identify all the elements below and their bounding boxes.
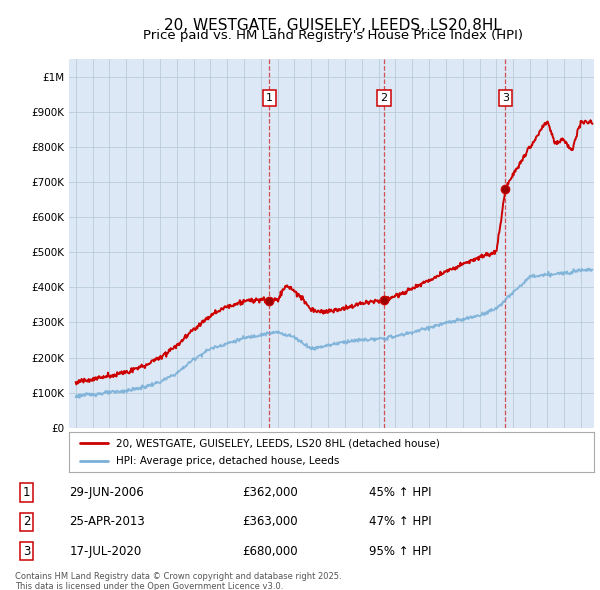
Text: Price paid vs. HM Land Registry's House Price Index (HPI): Price paid vs. HM Land Registry's House … bbox=[143, 30, 523, 42]
Text: £363,000: £363,000 bbox=[242, 515, 298, 529]
Text: 29-JUN-2006: 29-JUN-2006 bbox=[70, 486, 145, 499]
Text: £362,000: £362,000 bbox=[242, 486, 298, 499]
Text: 47% ↑ HPI: 47% ↑ HPI bbox=[369, 515, 432, 529]
Text: 17-JUL-2020: 17-JUL-2020 bbox=[70, 545, 142, 558]
Text: Contains HM Land Registry data © Crown copyright and database right 2025.: Contains HM Land Registry data © Crown c… bbox=[15, 572, 341, 581]
Text: 45% ↑ HPI: 45% ↑ HPI bbox=[369, 486, 431, 499]
Text: 25-APR-2013: 25-APR-2013 bbox=[70, 515, 145, 529]
Text: 20, WESTGATE, GUISELEY, LEEDS, LS20 8HL: 20, WESTGATE, GUISELEY, LEEDS, LS20 8HL bbox=[164, 18, 502, 32]
Text: 3: 3 bbox=[23, 545, 30, 558]
Text: 95% ↑ HPI: 95% ↑ HPI bbox=[369, 545, 431, 558]
Text: 3: 3 bbox=[502, 93, 509, 103]
Text: 2: 2 bbox=[380, 93, 388, 103]
Text: 20, WESTGATE, GUISELEY, LEEDS, LS20 8HL (detached house): 20, WESTGATE, GUISELEY, LEEDS, LS20 8HL … bbox=[116, 438, 440, 448]
Text: 1: 1 bbox=[23, 486, 30, 499]
Text: 2: 2 bbox=[23, 515, 30, 529]
Text: 1: 1 bbox=[266, 93, 273, 103]
Text: £680,000: £680,000 bbox=[242, 545, 298, 558]
Text: HPI: Average price, detached house, Leeds: HPI: Average price, detached house, Leed… bbox=[116, 455, 340, 466]
Text: This data is licensed under the Open Government Licence v3.0.: This data is licensed under the Open Gov… bbox=[15, 582, 283, 590]
